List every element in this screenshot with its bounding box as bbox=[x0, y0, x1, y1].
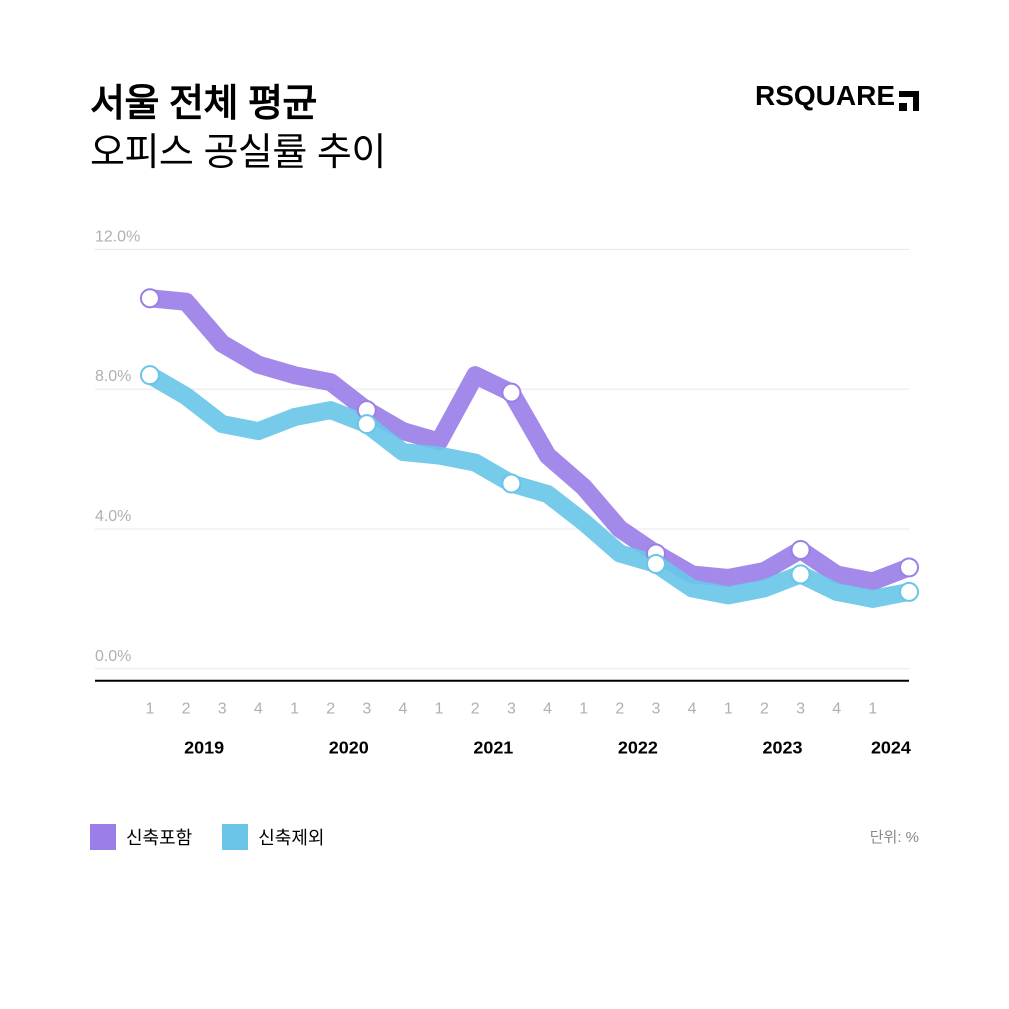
svg-text:4.0%: 4.0% bbox=[95, 508, 131, 525]
svg-text:1: 1 bbox=[435, 701, 444, 718]
svg-text:1: 1 bbox=[868, 701, 877, 718]
svg-text:2: 2 bbox=[326, 701, 335, 718]
legend-item-excluded: 신축제외 bbox=[222, 824, 324, 850]
svg-text:2023: 2023 bbox=[763, 737, 803, 757]
svg-text:4: 4 bbox=[688, 701, 697, 718]
svg-text:1: 1 bbox=[290, 701, 299, 718]
svg-text:2: 2 bbox=[615, 701, 624, 718]
legend-swatch-included bbox=[90, 824, 116, 850]
svg-text:3: 3 bbox=[652, 701, 661, 718]
svg-text:1: 1 bbox=[724, 701, 733, 718]
legend-item-included: 신축포함 bbox=[90, 824, 192, 850]
svg-text:3: 3 bbox=[362, 701, 371, 718]
svg-text:2024: 2024 bbox=[871, 737, 911, 757]
svg-text:4: 4 bbox=[399, 701, 408, 718]
brand-text: RSQUARE bbox=[755, 80, 895, 112]
svg-text:12.0%: 12.0% bbox=[95, 229, 140, 245]
svg-text:4: 4 bbox=[254, 701, 263, 718]
svg-text:2021: 2021 bbox=[473, 737, 513, 757]
legend-swatch-excluded bbox=[222, 824, 248, 850]
legend-label-excluded: 신축제외 bbox=[258, 824, 324, 850]
header: 서울 전체 평균 오피스 공실률 추이 RSQUARE bbox=[90, 80, 919, 179]
svg-text:0.0%: 0.0% bbox=[95, 648, 131, 665]
brand-icon bbox=[899, 86, 919, 106]
svg-text:1: 1 bbox=[579, 701, 588, 718]
svg-text:3: 3 bbox=[796, 701, 805, 718]
svg-text:4: 4 bbox=[832, 701, 841, 718]
svg-text:2: 2 bbox=[182, 701, 191, 718]
svg-text:2: 2 bbox=[471, 701, 480, 718]
svg-text:3: 3 bbox=[218, 701, 227, 718]
legend-label-included: 신축포함 bbox=[126, 824, 192, 850]
svg-text:4: 4 bbox=[543, 701, 552, 718]
unit-label: 단위: % bbox=[870, 826, 919, 847]
svg-text:8.0%: 8.0% bbox=[95, 368, 131, 385]
svg-text:2: 2 bbox=[760, 701, 769, 718]
svg-text:2022: 2022 bbox=[618, 737, 658, 757]
legend: 신축포함 신축제외 bbox=[90, 824, 325, 850]
brand-logo: RSQUARE bbox=[755, 80, 919, 112]
svg-text:1: 1 bbox=[145, 701, 154, 718]
title-block: 서울 전체 평균 오피스 공실률 추이 bbox=[90, 80, 386, 179]
chart-svg: 0.0% 4.0% 8.0% 12.0% 1 2 3 4 1 2 3 4 1 2 3 4 1 2 3 4 1 2 3 4 1 20… bbox=[90, 229, 919, 789]
svg-text:2019: 2019 bbox=[184, 737, 224, 757]
footer: 신축포함 신축제외 단위: % bbox=[90, 824, 919, 850]
svg-text:3: 3 bbox=[507, 701, 516, 718]
vacancy-chart: 0.0% 4.0% 8.0% 12.0% 1 2 3 4 1 2 3 4 1 2 3 4 1 2 3 4 1 2 3 4 1 20… bbox=[90, 229, 919, 789]
page-subtitle: 오피스 공실률 추이 bbox=[90, 129, 386, 178]
page-title: 서울 전체 평균 bbox=[90, 80, 386, 129]
svg-text:2020: 2020 bbox=[329, 737, 369, 757]
